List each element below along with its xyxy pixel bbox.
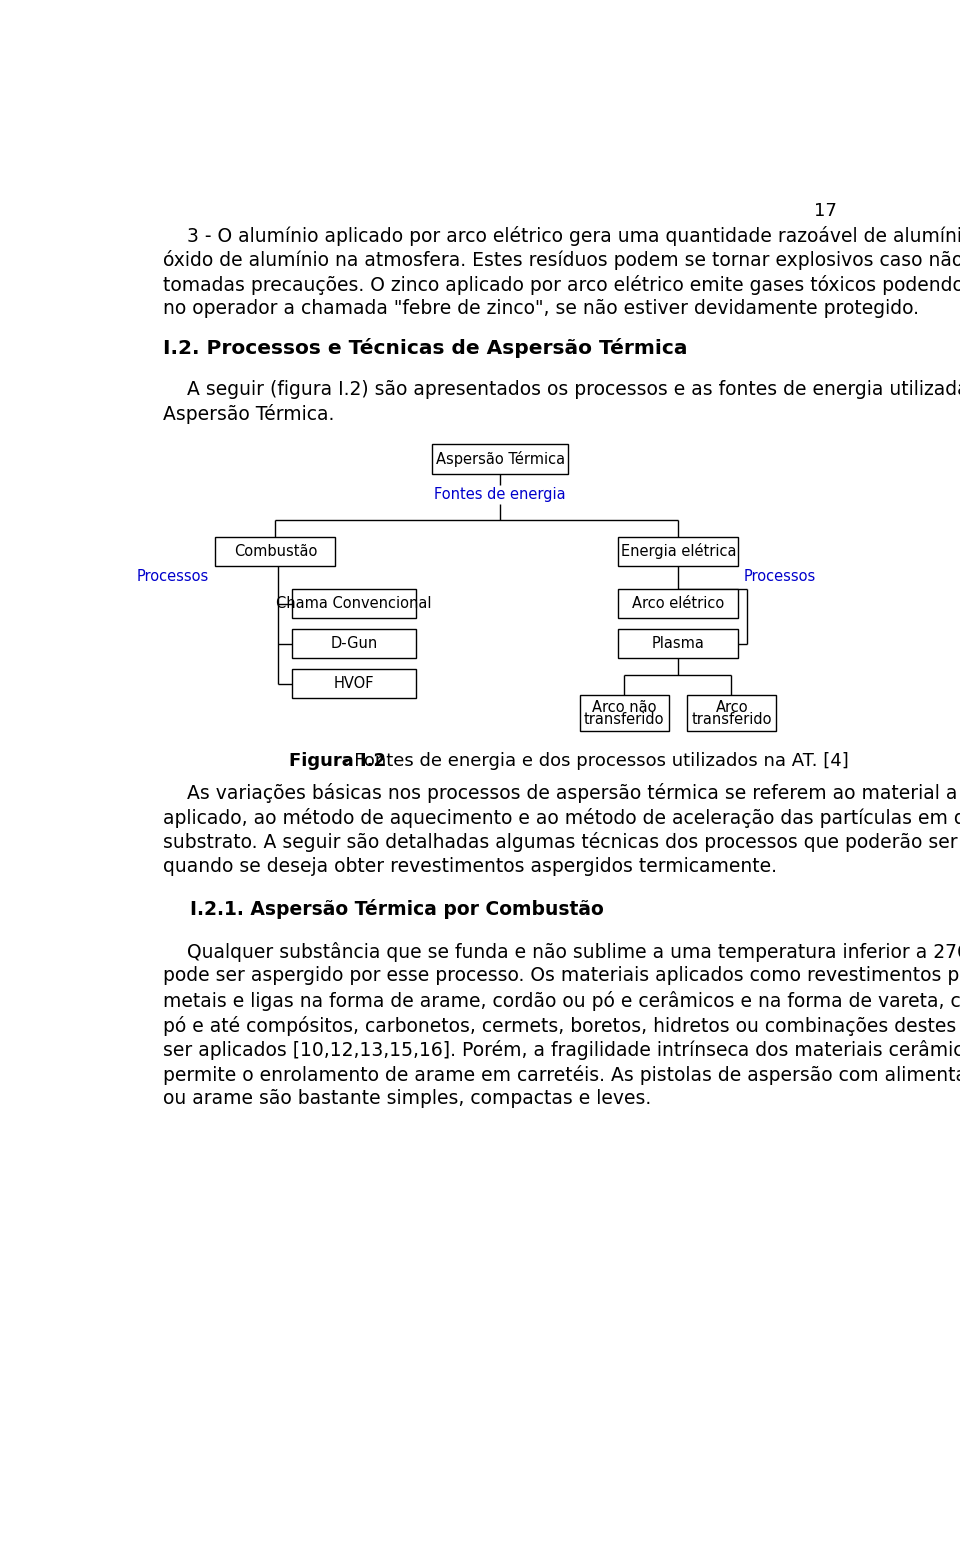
Text: Aspersão Térmica.: Aspersão Térmica. [162,404,334,424]
Text: transferido: transferido [584,711,664,727]
Text: As variações básicas nos processos de aspersão térmica se referem ao material a : As variações básicas nos processos de as… [162,782,960,802]
Text: Arco não: Arco não [592,700,657,716]
FancyBboxPatch shape [687,696,777,731]
Text: - Fontes de energia e dos processos utilizados na AT. [4]: - Fontes de energia e dos processos util… [342,753,849,770]
Text: Plasma: Plasma [652,635,705,651]
Text: Figura I.2: Figura I.2 [290,753,387,770]
Text: 17: 17 [814,203,837,221]
Text: D-Gun: D-Gun [330,635,377,651]
Text: Arco: Arco [715,700,748,716]
Text: substrato. A seguir são detalhadas algumas técnicas dos processos que poderão se: substrato. A seguir são detalhadas algum… [162,832,960,852]
Text: óxido de alumínio na atmosfera. Estes resíduos podem se tornar explosivos caso n: óxido de alumínio na atmosfera. Estes re… [162,250,960,271]
FancyBboxPatch shape [292,629,416,659]
Text: tomadas precauções. O zinco aplicado por arco elétrico emite gases tóxicos poden: tomadas precauções. O zinco aplicado por… [162,275,960,295]
Text: Fontes de energia: Fontes de energia [434,487,565,502]
Text: I.2.1. Aspersão Térmica por Combustão: I.2.1. Aspersão Térmica por Combustão [190,898,604,918]
Text: I.2. Processos e Técnicas de Aspersão Térmica: I.2. Processos e Técnicas de Aspersão Té… [162,339,687,359]
Text: Chama Convencional: Chama Convencional [276,597,432,611]
FancyBboxPatch shape [618,589,738,618]
FancyBboxPatch shape [292,669,416,699]
Text: permite o enrolamento de arame em carretéis. As pistolas de aspersão com aliment: permite o enrolamento de arame em carret… [162,1065,960,1085]
Text: Processos: Processos [744,569,816,584]
Text: Arco elétrico: Arco elétrico [633,597,725,611]
FancyBboxPatch shape [215,536,335,566]
Text: aplicado, ao método de aquecimento e ao método de aceleração das partículas em d: aplicado, ao método de aquecimento e ao … [162,807,960,827]
Text: no operador a chamada "febre de zinco", se não estiver devidamente protegido.: no operador a chamada "febre de zinco", … [162,300,919,318]
Text: ou arame são bastante simples, compactas e leves.: ou arame são bastante simples, compactas… [162,1090,651,1108]
Text: pode ser aspergido por esse processo. Os materiais aplicados como revestimentos : pode ser aspergido por esse processo. Os… [162,966,960,985]
Text: Qualquer substância que se funda e não sublime a uma temperatura inferior a 2760: Qualquer substância que se funda e não s… [162,942,960,962]
Text: Processos: Processos [137,569,209,584]
Text: transferido: transferido [691,711,772,727]
Text: Aspersão Térmica: Aspersão Térmica [436,451,564,467]
FancyBboxPatch shape [580,696,669,731]
Text: Energia elétrica: Energia elétrica [620,543,736,560]
Text: HVOF: HVOF [334,676,374,691]
Text: quando se deseja obter revestimentos aspergidos termicamente.: quando se deseja obter revestimentos asp… [162,856,777,877]
Text: ser aplicados [10,12,13,15,16]. Porém, a fragilidade intrínseca dos materiais ce: ser aplicados [10,12,13,15,16]. Porém, a… [162,1040,960,1061]
Text: Figura I.2- Fontes de energia e dos processos utilizados na AT. [4]: Figura I.2- Fontes de energia e dos proc… [197,753,787,770]
FancyBboxPatch shape [618,629,738,659]
Text: pó e até compósitos, carbonetos, cermets, boretos, hidretos ou combinações deste: pó e até compósitos, carbonetos, cermets… [162,1016,960,1036]
Text: Combustão: Combustão [233,544,317,558]
Text: A seguir (figura I.2) são apresentados os processos e as fontes de energia utili: A seguir (figura I.2) são apresentados o… [162,380,960,399]
FancyBboxPatch shape [432,444,568,473]
Text: 3 - O alumínio aplicado por arco elétrico gera uma quantidade razoável de alumín: 3 - O alumínio aplicado por arco elétric… [162,226,960,246]
FancyBboxPatch shape [618,536,738,566]
FancyBboxPatch shape [292,589,416,618]
Text: metais e ligas na forma de arame, cordão ou pó e cerâmicos e na forma de vareta,: metais e ligas na forma de arame, cordão… [162,991,960,1011]
